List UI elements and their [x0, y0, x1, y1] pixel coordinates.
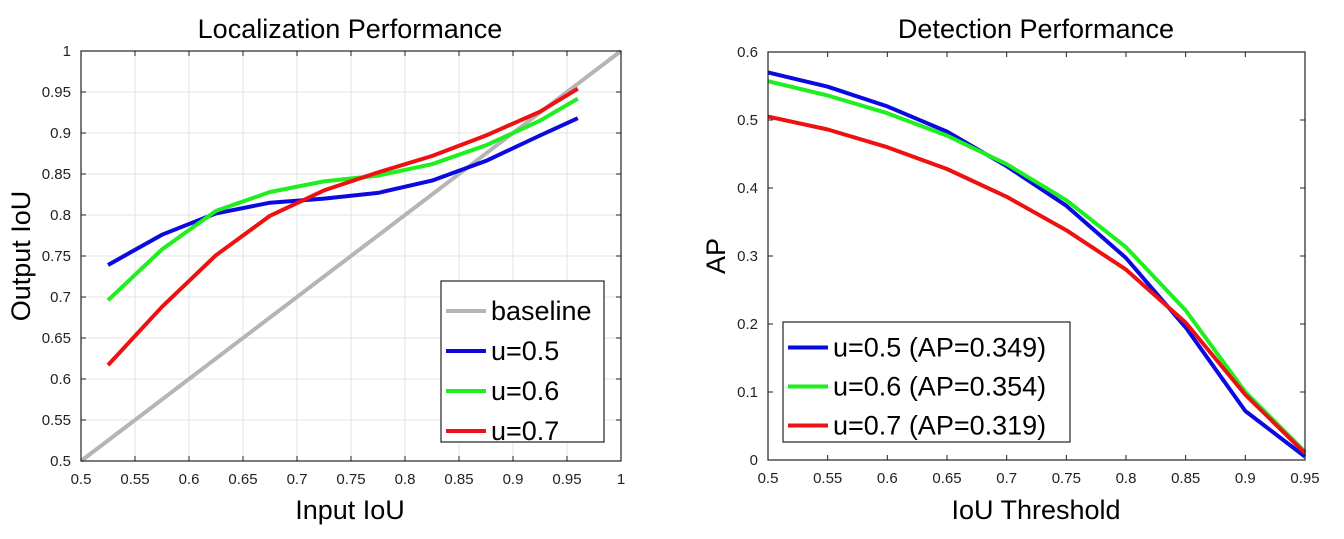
series-line-1 [107, 116, 579, 267]
y-tick-label: 0.55 [42, 412, 71, 429]
plot-frame [767, 51, 1306, 461]
y-axis-label: Output IoU [6, 191, 36, 322]
legend-label: baseline [491, 296, 592, 326]
ticks: 0.5 0.55 0.6 0.65 0.7 0.75 0.8 0.85 0.9 0.95 0 0.1 0… [737, 44, 1319, 487]
x-tick-label: 0.75 [1052, 470, 1081, 487]
legend-label: u=0.5 [491, 336, 559, 366]
x-tick-label: 0.6 [179, 471, 200, 488]
x-tick-label: 0.55 [813, 470, 842, 487]
y-tick-label: 0.6 [50, 371, 71, 388]
x-tick-label: 0.85 [1171, 470, 1200, 487]
legend-box [782, 321, 1071, 443]
legend-label: u=0.7 [491, 416, 559, 446]
series-line-2 [106, 96, 579, 302]
x-tick-label: 0.75 [336, 471, 365, 488]
y-tick-label: 0.8 [50, 207, 71, 224]
y-tick-label: 0.4 [737, 180, 758, 197]
y-tick-label: 0.95 [42, 84, 71, 101]
y-tick-label: 0.3 [737, 248, 758, 265]
x-tick-label: 0.65 [932, 470, 961, 487]
x-axis-label: Input IoU [295, 495, 405, 525]
series-line-0 [79, 49, 623, 463]
x-tick-label: 0.55 [120, 471, 149, 488]
y-tick-label: 0.6 [737, 44, 758, 61]
series-line-1 [767, 79, 1307, 454]
y-tick-label: 0.2 [737, 316, 758, 333]
chart-title: Localization Performance [198, 14, 503, 44]
legend: baseline u=0.5 u=0.6 u=0.7 [440, 280, 605, 446]
series-line-0 [767, 70, 1307, 459]
x-tick-label: 0.9 [503, 471, 524, 488]
y-axis-label: AP [701, 238, 731, 274]
detection-chart: Detection Performance IoU Threshold AP 0… [701, 14, 1320, 525]
legend-label: u=0.6 [491, 376, 559, 406]
series-lines [767, 70, 1307, 459]
x-tick-label: 0.7 [287, 471, 308, 488]
y-tick-label: 0.5 [50, 453, 71, 470]
series-line-3 [106, 86, 579, 367]
y-tick-label: 0.85 [42, 166, 71, 183]
x-tick-label: 0.65 [228, 471, 257, 488]
y-tick-label: 0 [750, 452, 758, 469]
x-tick-label: 0.95 [1290, 470, 1319, 487]
x-tick-label: 0.85 [444, 471, 473, 488]
localization-chart: Localization Performance Input IoU Outpu… [6, 14, 625, 525]
y-tick-label: 0.75 [42, 248, 71, 265]
plot-frame [80, 50, 622, 462]
y-tick-label: 0.9 [50, 125, 71, 142]
x-tick-label: 0.7 [996, 470, 1017, 487]
x-tick-label: 0.9 [1235, 470, 1256, 487]
x-tick-label: 0.95 [552, 471, 581, 488]
legend: u=0.5 (AP=0.349) u=0.6 (AP=0.354) u=0.7 (A… [782, 321, 1071, 443]
legend-label: u=0.5 (AP=0.349) [833, 333, 1046, 363]
chart-title: Detection Performance [898, 14, 1174, 44]
y-tick-label: 0.5 [737, 112, 758, 129]
x-tick-label: 0.5 [758, 470, 779, 487]
legend-label: u=0.6 (AP=0.354) [833, 372, 1046, 402]
x-tick-label: 1 [617, 471, 625, 488]
legend-label: u=0.7 (AP=0.319) [833, 411, 1046, 441]
x-tick-label: 0.6 [877, 470, 898, 487]
series-lines [79, 49, 623, 463]
y-tick-label: 0.65 [42, 330, 71, 347]
x-tick-label: 0.8 [395, 471, 416, 488]
x-tick-label: 0.5 [71, 471, 92, 488]
y-tick-label: 1 [63, 43, 71, 60]
y-tick-label: 0.1 [737, 384, 758, 401]
x-axis-label: IoU Threshold [951, 495, 1120, 525]
y-tick-label: 0.7 [50, 289, 71, 306]
x-tick-label: 0.8 [1116, 470, 1137, 487]
series-line-2 [767, 114, 1307, 455]
legend-box [440, 280, 605, 443]
